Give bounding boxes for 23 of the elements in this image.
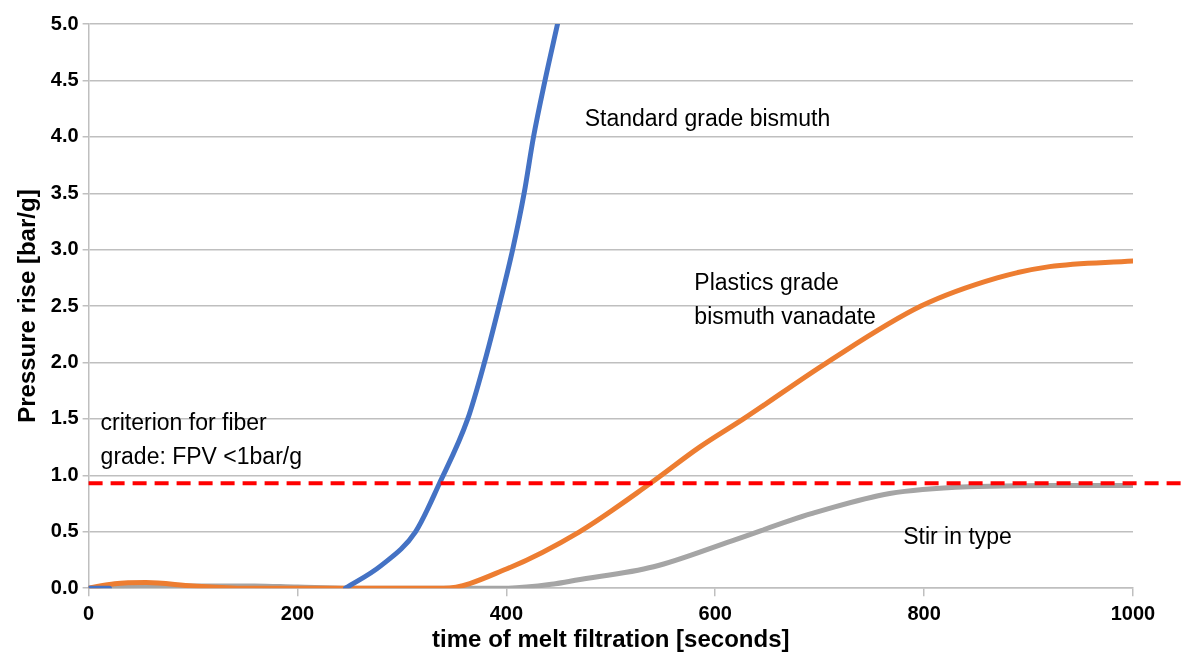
y-tick-label: 3.5 — [50, 180, 79, 203]
series-label: Stir in type — [903, 522, 1012, 549]
y-tick-label: 4.5 — [50, 67, 79, 90]
y-tick-label: 4.0 — [50, 124, 79, 147]
y-tick-label: 0.5 — [50, 519, 79, 542]
x-tick-label: 0 — [83, 601, 95, 624]
series-label: Standard grade bismuth — [584, 105, 831, 132]
y-tick-label: 1.5 — [50, 406, 79, 429]
series-label: Plastics grade bismuth vanadate — [694, 268, 876, 329]
x-tick-label: 200 — [280, 601, 315, 624]
y-tick-label: 0.0 — [50, 575, 79, 598]
y-tick-label: 2.5 — [50, 293, 79, 316]
x-tick-label: 1000 — [1110, 601, 1156, 624]
ref-line-label: criterion for fiber grade: FPV <1bar/g — [100, 409, 302, 470]
y-tick-label: 5.0 — [50, 11, 79, 34]
y-axis-title: Pressure rise [bar/g] — [13, 189, 41, 423]
y-tick-label: 2.0 — [50, 350, 79, 373]
x-tick-label: 600 — [698, 601, 732, 624]
x-axis-title: time of melt filtration [seconds] — [432, 625, 790, 653]
y-tick-label: 1.0 — [50, 462, 79, 485]
x-tick-label: 800 — [907, 601, 941, 624]
y-tick-label: 3.0 — [50, 237, 79, 260]
x-tick-label: 400 — [489, 601, 524, 624]
